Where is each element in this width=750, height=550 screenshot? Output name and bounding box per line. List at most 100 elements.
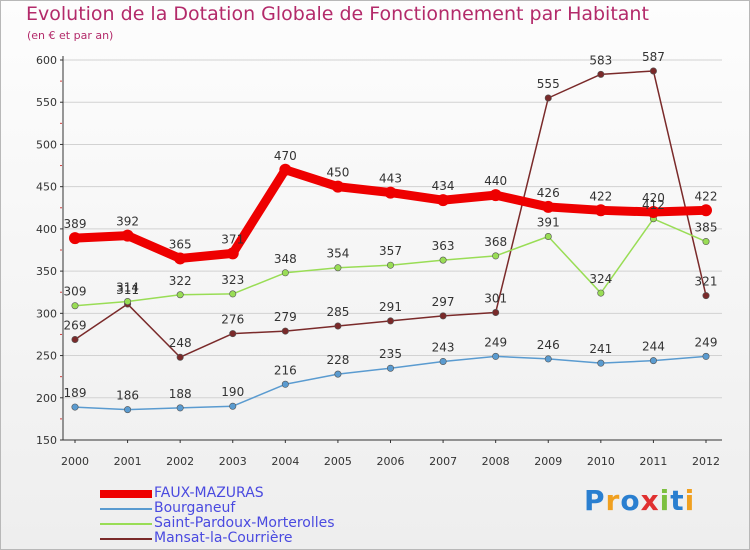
data-label: 285	[326, 305, 349, 319]
data-point	[544, 94, 552, 102]
data-point	[702, 238, 710, 246]
data-point	[176, 353, 184, 361]
y-tick-label: 350	[36, 265, 57, 278]
data-point	[281, 380, 289, 388]
data-point	[542, 200, 555, 213]
data-point	[384, 186, 397, 199]
series-points-layer	[69, 67, 712, 414]
data-point	[121, 229, 134, 242]
data-point	[176, 291, 184, 299]
x-tick-label: 2007	[429, 455, 457, 468]
data-point	[437, 194, 450, 207]
data-label: 246	[537, 338, 560, 352]
x-tick-label: 2005	[324, 455, 352, 468]
legend-swatch	[100, 508, 152, 510]
data-label: 311	[116, 283, 139, 297]
data-label: 357	[379, 244, 402, 258]
data-label: 422	[589, 189, 612, 203]
data-label: 269	[64, 319, 87, 333]
data-label: 587	[642, 50, 665, 64]
data-point	[229, 290, 237, 298]
data-point	[597, 70, 605, 78]
data-point	[331, 180, 344, 193]
y-tick-label: 150	[36, 434, 57, 447]
data-label: 583	[589, 53, 612, 67]
data-label: 371	[221, 232, 244, 246]
y-tick-label: 600	[36, 54, 57, 67]
data-label: 426	[537, 186, 560, 200]
data-point	[492, 252, 500, 260]
legend-label: Mansat-la-Courrière	[154, 530, 293, 546]
data-label: 301	[484, 291, 507, 305]
data-label: 365	[169, 237, 192, 251]
data-point	[386, 317, 394, 325]
data-point	[229, 402, 237, 410]
grid-layer	[63, 59, 722, 399]
data-label: 322	[169, 274, 192, 288]
data-label: 555	[537, 77, 560, 91]
data-point	[334, 264, 342, 272]
x-tick-label: 2006	[377, 455, 405, 468]
data-label: 323	[221, 273, 244, 287]
data-point	[439, 357, 447, 365]
proxiti-logo: Proxiti	[584, 484, 696, 517]
data-label: 276	[221, 313, 244, 327]
data-point	[334, 370, 342, 378]
data-label: 216	[274, 363, 297, 377]
data-label: 188	[169, 387, 192, 401]
data-label: 249	[484, 335, 507, 349]
legend-swatch	[100, 538, 152, 540]
x-tick-label: 2010	[587, 455, 615, 468]
chart-subtitle: (en € et par an)	[27, 29, 114, 42]
y-tick-label: 550	[36, 96, 57, 109]
data-label: 434	[432, 179, 455, 193]
data-point	[489, 189, 502, 202]
data-label: 470	[274, 149, 297, 163]
data-label: 392	[116, 215, 139, 229]
data-point	[279, 163, 292, 176]
x-tick-label: 2002	[166, 455, 194, 468]
data-label: 443	[379, 172, 402, 186]
data-point	[69, 232, 81, 245]
data-point	[544, 355, 552, 363]
data-label: 244	[642, 340, 665, 354]
data-point	[174, 252, 187, 265]
data-point	[439, 312, 447, 320]
legend-swatch	[100, 490, 152, 498]
y-tick-label: 500	[36, 138, 57, 151]
data-point	[71, 336, 79, 344]
data-point	[647, 206, 660, 218]
x-tick-label: 2009	[534, 455, 562, 468]
data-point	[386, 261, 394, 269]
y-tick-label: 300	[36, 307, 57, 320]
data-label: 279	[274, 310, 297, 324]
data-label: 422	[695, 189, 718, 203]
series-line-2	[74, 355, 707, 411]
data-labels-layer: 269 311 248 276 279 285 291 297 301 555 583 587 321 3…	[64, 50, 718, 403]
data-label: 324	[589, 272, 612, 286]
data-label: 186	[116, 389, 139, 403]
data-point	[124, 298, 132, 306]
data-point	[226, 247, 239, 260]
x-tick-label: 2004	[271, 455, 299, 468]
data-point	[702, 352, 710, 360]
data-label: 309	[64, 285, 87, 299]
data-label: 235	[379, 347, 402, 361]
data-label: 391	[537, 215, 560, 229]
data-point	[594, 204, 607, 217]
x-tick-label: 2012	[692, 455, 720, 468]
data-point	[597, 289, 605, 297]
legend-label: FAUX-MAZURAS	[154, 485, 264, 501]
data-point	[492, 308, 500, 316]
data-point	[334, 322, 342, 330]
data-point	[597, 359, 605, 367]
y-tick-label: 250	[36, 350, 57, 363]
y-tick-label: 450	[36, 181, 57, 194]
data-label: 368	[484, 235, 507, 249]
legend-label: Bourganeuf	[154, 500, 236, 516]
data-label: 348	[274, 252, 297, 266]
x-tick-label: 2000	[61, 455, 89, 468]
data-point	[176, 404, 184, 412]
